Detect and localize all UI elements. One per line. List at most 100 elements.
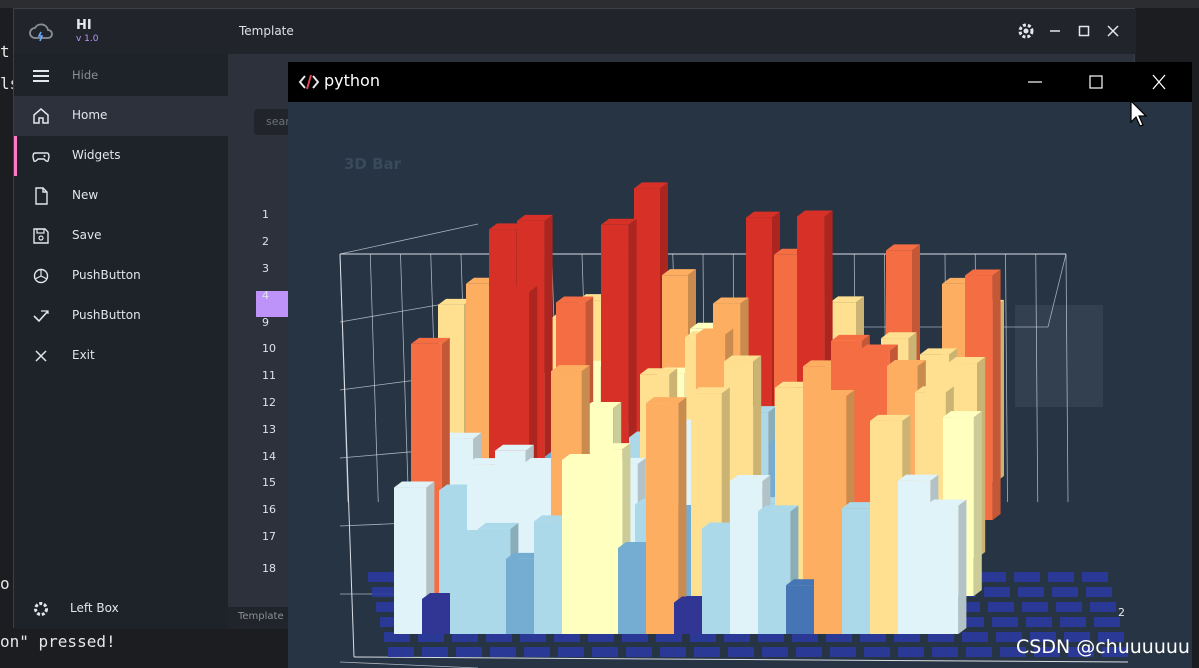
bar-top xyxy=(881,332,917,339)
bar-front xyxy=(422,598,455,634)
sidebar-item-hide[interactable]: Hide xyxy=(14,56,228,96)
cloud-logo-icon xyxy=(29,23,53,42)
floor-tile xyxy=(1068,647,1094,657)
status-bar: Template xyxy=(228,607,290,629)
sidebar-item-exit[interactable]: Exit xyxy=(14,336,228,376)
table-row[interactable]: 11 xyxy=(262,369,276,382)
floor-tile xyxy=(1026,617,1052,627)
floor-tile xyxy=(1052,587,1078,597)
floor-tile xyxy=(558,647,584,657)
settings-gear-icon[interactable] xyxy=(1016,21,1036,41)
floor-tile xyxy=(368,572,394,582)
app-titlebar[interactable]: HI v 1.0 Template xyxy=(14,9,1136,54)
bar-front xyxy=(478,528,511,634)
bar-top xyxy=(500,285,538,292)
floor-tile xyxy=(966,647,992,657)
grid-line xyxy=(339,223,479,255)
bar-front xyxy=(618,547,651,634)
hamburger-icon xyxy=(33,70,49,82)
table-row[interactable]: 9 xyxy=(262,316,269,329)
sidebar-item-widgets[interactable]: Widgets xyxy=(14,136,228,176)
floor-tile xyxy=(758,632,784,642)
table-row[interactable]: 3 xyxy=(262,262,269,275)
table-row[interactable]: 14 xyxy=(262,450,276,463)
background-strip xyxy=(0,0,1199,8)
bar-top xyxy=(730,474,771,481)
floor-tile xyxy=(1064,632,1090,642)
table-row[interactable]: 10 xyxy=(262,342,276,355)
check-icon xyxy=(33,310,49,323)
floor-tile xyxy=(962,632,988,642)
sidebar-item-pushbutton-1[interactable]: PushButton xyxy=(14,256,228,296)
left-box-label: Left Box xyxy=(70,601,119,615)
bar-top xyxy=(920,348,958,355)
bar-top xyxy=(797,210,833,217)
table-row[interactable]: 17 xyxy=(262,530,276,543)
minimize-icon[interactable] xyxy=(1021,70,1049,94)
maximize-icon[interactable] xyxy=(1074,21,1094,41)
floor-tile xyxy=(958,617,984,627)
bar-top xyxy=(691,387,730,394)
floor-tile xyxy=(1018,587,1044,597)
bar-front xyxy=(786,585,819,634)
floor-tile xyxy=(656,632,682,642)
floor-tile xyxy=(724,632,750,642)
bar-front xyxy=(590,449,623,634)
floor-tile xyxy=(954,602,980,612)
table-row[interactable]: 12 xyxy=(262,396,276,409)
floor-tile xyxy=(1082,572,1108,582)
gamepad-icon xyxy=(32,152,50,163)
python-titlebar[interactable]: python xyxy=(288,62,1192,102)
floor-tile xyxy=(1094,617,1120,627)
floor-tile xyxy=(932,647,958,657)
gear-icon xyxy=(34,602,48,616)
floor-tile xyxy=(988,602,1014,612)
bar-top xyxy=(915,386,954,393)
bar-front xyxy=(758,511,791,634)
bar-side xyxy=(973,411,982,596)
bar-top xyxy=(517,214,553,221)
maximize-icon[interactable] xyxy=(1082,70,1110,94)
grid-line xyxy=(1035,253,1039,503)
left-box-button[interactable]: Left Box xyxy=(14,589,228,629)
floor-tile xyxy=(1098,632,1124,642)
table-row[interactable]: 1 xyxy=(262,208,269,221)
bar-front xyxy=(450,536,483,634)
sidebar-item-label: Save xyxy=(72,228,102,242)
table-row[interactable]: 4 xyxy=(262,289,269,302)
floor-tile xyxy=(1022,602,1048,612)
sidebar-item-pushbutton-2[interactable]: PushButton xyxy=(14,296,228,336)
pie-icon xyxy=(33,268,49,284)
mouse-cursor-icon xyxy=(1130,100,1148,127)
chart-title: 3D Bar xyxy=(344,155,402,173)
table-row[interactable]: 15 xyxy=(262,476,276,489)
sidebar-item-new[interactable]: New xyxy=(14,176,228,216)
table-row[interactable]: 13 xyxy=(262,423,276,436)
bar-side xyxy=(992,269,1001,520)
table-row[interactable]: 2 xyxy=(262,235,269,248)
minimize-icon[interactable] xyxy=(1045,21,1065,41)
floor-tile xyxy=(388,647,414,657)
bar-front xyxy=(842,508,875,634)
bar-front xyxy=(730,480,763,634)
sidebar-item-save[interactable]: Save xyxy=(14,216,228,256)
bar-front xyxy=(870,420,903,634)
floor-tile xyxy=(524,647,550,657)
bar-top xyxy=(394,481,435,488)
close-icon[interactable] xyxy=(1145,70,1173,94)
3d-bar-chart[interactable]: 2 xyxy=(288,102,1192,668)
bar-top xyxy=(411,337,450,344)
floor-tile xyxy=(826,632,852,642)
table-row[interactable]: 18 xyxy=(262,562,276,575)
floor-tile xyxy=(372,587,398,597)
chart-legend xyxy=(1015,305,1103,407)
floor-tile xyxy=(384,632,410,642)
close-icon[interactable] xyxy=(1103,21,1123,41)
app-title: Template xyxy=(239,24,294,38)
sidebar-item-home[interactable]: Home xyxy=(14,96,228,136)
close-icon xyxy=(35,350,47,362)
axis-tick-label: 2 xyxy=(1118,606,1125,619)
sidebar-item-label: Home xyxy=(72,108,108,122)
grid-line xyxy=(400,253,409,503)
table-row[interactable]: 16 xyxy=(262,503,276,516)
